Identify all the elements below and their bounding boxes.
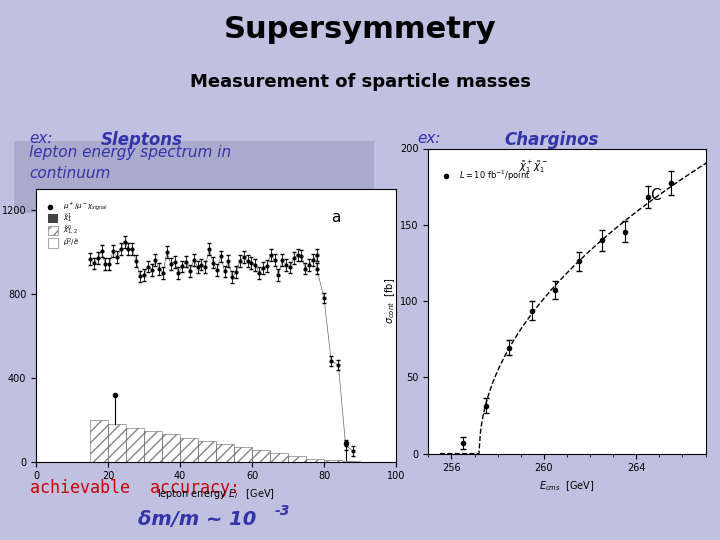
- Text: $\tilde{\chi}^1_1$: $\tilde{\chi}^1_1$: [63, 212, 72, 225]
- Bar: [48, 213, 58, 223]
- Bar: [216, 444, 234, 462]
- Bar: [324, 460, 342, 462]
- Text: $\tilde{\chi}^0_{1,2}$: $\tilde{\chi}^0_{1,2}$: [63, 224, 78, 237]
- Bar: [14, 141, 374, 213]
- Bar: [108, 424, 126, 462]
- Text: Charginos
threshold scan: Charginos threshold scan: [504, 131, 643, 172]
- Bar: [126, 428, 144, 462]
- Text: Sleptons: Sleptons: [101, 131, 183, 149]
- Text: C: C: [650, 188, 661, 204]
- Text: $L = 10\ \mathrm{fb}^{-1}/\mathrm{point}$: $L = 10\ \mathrm{fb}^{-1}/\mathrm{point}…: [459, 169, 531, 183]
- X-axis label: lepton energy $E_l$   [GeV]: lepton energy $E_l$ [GeV]: [157, 487, 275, 501]
- Text: achievable  accuracy:: achievable accuracy:: [30, 478, 240, 496]
- Bar: [162, 434, 180, 462]
- Text: $\tilde{\chi}^+_1 \tilde{\chi}^-_1$: $\tilde{\chi}^+_1 \tilde{\chi}^-_1$: [519, 159, 549, 176]
- Text: ex:: ex:: [29, 131, 53, 146]
- Y-axis label: $\sigma_{cont}$  [fb]: $\sigma_{cont}$ [fb]: [384, 278, 397, 324]
- Bar: [270, 453, 288, 462]
- Bar: [48, 238, 58, 248]
- Text: $\tilde{\mu}^2/\tilde{e}$: $\tilde{\mu}^2/\tilde{e}$: [63, 237, 79, 249]
- Text: Supersymmetry: Supersymmetry: [224, 15, 496, 44]
- Bar: [180, 437, 198, 462]
- Text: -3: -3: [274, 504, 289, 518]
- Bar: [234, 447, 252, 462]
- Bar: [198, 441, 216, 462]
- Bar: [48, 226, 58, 235]
- Bar: [288, 456, 306, 462]
- Bar: [90, 420, 108, 462]
- Bar: [306, 458, 324, 462]
- Text: a: a: [331, 210, 341, 225]
- Text: lepton energy spectrum in
continuum: lepton energy spectrum in continuum: [29, 145, 231, 181]
- Bar: [252, 450, 270, 462]
- Text: δm/m ~ 10: δm/m ~ 10: [138, 510, 256, 529]
- Text: ex:: ex:: [418, 131, 441, 146]
- Bar: [144, 431, 162, 462]
- Bar: [342, 461, 360, 462]
- Text: Measurement of sparticle masses: Measurement of sparticle masses: [189, 73, 531, 91]
- Text: $\mu^+/\mu^- \chi_{signal}$: $\mu^+/\mu^- \chi_{signal}$: [63, 200, 108, 213]
- X-axis label: $E_{cms}$  [GeV]: $E_{cms}$ [GeV]: [539, 479, 595, 492]
